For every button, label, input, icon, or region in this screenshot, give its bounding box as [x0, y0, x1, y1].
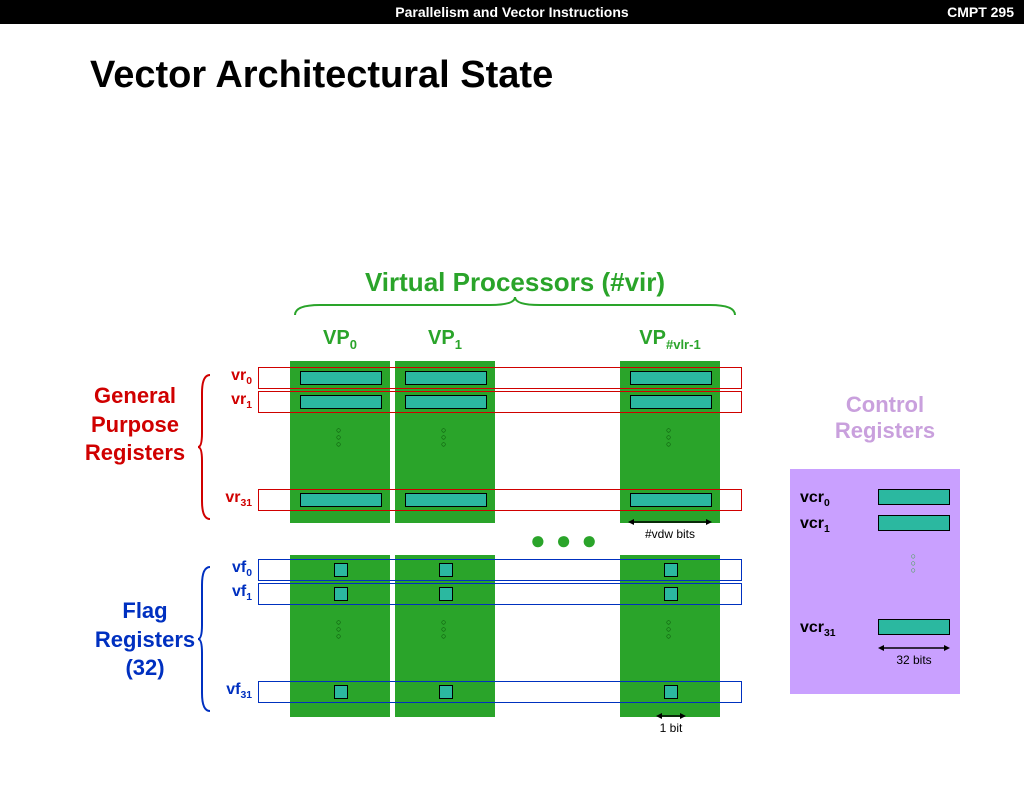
vdw-bits-label: #vdw bits [628, 517, 712, 541]
gpr-row-31 [258, 489, 742, 511]
vcr-label-31: vcr31 [800, 619, 836, 639]
flag-row-1 [258, 583, 742, 605]
flag-row-0 [258, 559, 742, 581]
vp-label-0: VP0 [290, 327, 390, 352]
flag-brace-icon [198, 565, 212, 713]
diagram-stage: Virtual Processors (#vir) GeneralPurpose… [0, 97, 1024, 797]
vr-label-0: vr0 [212, 367, 252, 387]
gpr-title: GeneralPurposeRegisters [60, 382, 210, 468]
ellipsis-cols-icon: ●●● [530, 525, 607, 556]
ctrl-title: ControlRegisters [790, 392, 980, 445]
onebit-label: 1 bit [656, 711, 686, 735]
vp-label-last: VP#vlr-1 [620, 327, 720, 352]
vr-label-31: vr31 [212, 489, 252, 509]
vf-label-0: vf0 [212, 559, 252, 579]
header-right: CMPT 295 [947, 0, 1014, 24]
header-center: Parallelism and Vector Instructions [0, 0, 1024, 24]
vcr-label-0: vcr0 [800, 489, 830, 509]
gpr-brace-icon [198, 373, 212, 521]
flag-row-31 [258, 681, 742, 703]
gpr-row-1 [258, 391, 742, 413]
header-bar: Parallelism and Vector Instructions CMPT… [0, 0, 1024, 24]
vp-brace-icon [290, 297, 740, 317]
ctrl-box: vcr0 vcr1 ○○○ vcr31 32 bits [790, 469, 960, 694]
vf-label-31: vf31 [212, 681, 252, 701]
vp-title: Virtual Processors (#vir) [290, 267, 740, 298]
vr-label-1: vr1 [212, 391, 252, 411]
gpr-row-0 [258, 367, 742, 389]
vp-label-1: VP1 [395, 327, 495, 352]
vcr-label-1: vcr1 [800, 515, 830, 535]
ctrl-bits-label: 32 bits [878, 643, 950, 667]
vf-label-1: vf1 [212, 583, 252, 603]
page-title: Vector Architectural State [90, 54, 1024, 97]
